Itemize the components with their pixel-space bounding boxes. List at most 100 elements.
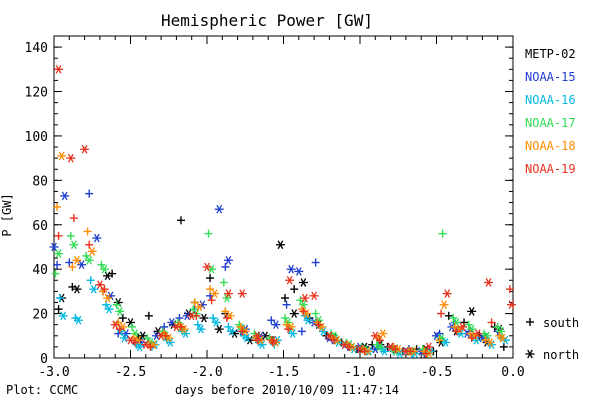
- point-south-noaa-19: [467, 334, 476, 343]
- point-south-noaa-17: [311, 309, 320, 318]
- point-north-noaa-19: [442, 289, 452, 298]
- point-south-noaa-19: [505, 285, 514, 294]
- point-north-noaa-17: [69, 240, 79, 250]
- point-north-noaa-15: [214, 204, 224, 214]
- legend-entry-noaa-17: NOAA-17: [525, 116, 576, 130]
- point-north-noaa-16: [318, 327, 328, 336]
- point-south-noaa-18: [53, 202, 62, 211]
- point-north-noaa-19: [156, 331, 166, 341]
- point-south-noaa-17: [219, 278, 228, 287]
- y-tick-label: 40: [32, 263, 48, 278]
- point-north-noaa-18: [194, 302, 204, 312]
- y-tick-label: 100: [25, 130, 48, 145]
- x-tick-label: -3.0: [38, 365, 69, 380]
- y-tick-label: 20: [32, 308, 48, 323]
- point-north-noaa-19: [401, 347, 411, 356]
- point-north-metp-02: [275, 240, 285, 250]
- point-south-noaa-19: [487, 318, 496, 327]
- point-north-noaa-19: [223, 289, 233, 298]
- point-south-noaa-16: [193, 320, 202, 329]
- point-south-noaa-18: [206, 285, 215, 294]
- point-north-noaa-17: [99, 264, 109, 274]
- point-north-noaa-15: [92, 233, 102, 243]
- point-south-noaa-18: [435, 336, 444, 345]
- point-south-noaa-17: [51, 269, 60, 278]
- point-north-noaa-19: [386, 342, 396, 352]
- plot-credit: Plot: CCMC: [6, 383, 78, 397]
- point-south-noaa-19: [54, 231, 63, 240]
- point-south-noaa-19: [238, 327, 247, 336]
- point-north-noaa-18: [378, 329, 388, 338]
- point-north-noaa-19: [237, 289, 247, 298]
- point-north-noaa-16: [303, 315, 313, 325]
- point-south-noaa-17: [204, 229, 213, 238]
- marker-key-symbol-south: [526, 318, 534, 326]
- point-south-noaa-18: [68, 262, 77, 271]
- point-south-noaa-19: [207, 296, 216, 305]
- point-north-noaa-19: [171, 322, 181, 332]
- data-points: [49, 64, 516, 358]
- point-south-noaa-19: [69, 214, 78, 223]
- y-axis-label: P [GW]: [0, 193, 14, 236]
- point-south-noaa-19: [329, 336, 338, 345]
- legend-entry-noaa-16: NOAA-16: [525, 93, 576, 107]
- point-north-noaa-15: [60, 191, 70, 201]
- point-south-metp-02: [290, 285, 299, 294]
- point-north-noaa-19: [340, 340, 350, 349]
- point-north-noaa-19: [54, 64, 64, 74]
- plot-frame: [53, 35, 514, 359]
- point-north-noaa-18: [87, 247, 97, 256]
- point-north-noaa-19: [484, 278, 494, 287]
- marker-key-symbol-north: [525, 349, 535, 359]
- point-south-noaa-17: [112, 300, 121, 309]
- point-north-noaa-16: [441, 338, 451, 347]
- point-south-noaa-16: [86, 276, 95, 285]
- point-north-noaa-17: [54, 249, 64, 258]
- point-south-noaa-19: [222, 314, 231, 323]
- point-south-noaa-17: [66, 231, 75, 240]
- point-south-noaa-15: [85, 189, 94, 198]
- point-south-noaa-16: [224, 322, 233, 331]
- point-north-noaa-18: [57, 151, 67, 161]
- point-north-noaa-17: [222, 293, 232, 303]
- point-south-noaa-18: [190, 298, 199, 307]
- y-tick-label: 0: [40, 352, 48, 367]
- point-south-noaa-17: [189, 305, 198, 314]
- point-north-noaa-16: [196, 324, 206, 334]
- point-south-noaa-15: [267, 316, 276, 325]
- point-north-metp-02: [126, 318, 135, 327]
- legend-entry-noaa-15: NOAA-15: [525, 70, 576, 84]
- point-south-noaa-19: [85, 240, 94, 249]
- point-north-noaa-19: [187, 311, 197, 321]
- point-south-noaa-19: [253, 336, 262, 345]
- point-south-noaa-19: [115, 325, 124, 334]
- point-north-noaa-18: [485, 338, 495, 347]
- point-north-noaa-19: [309, 291, 319, 301]
- point-south-metp-02: [144, 311, 153, 320]
- point-south-noaa-15: [53, 260, 62, 269]
- marker-key: south north: [525, 316, 579, 362]
- point-north-metp-02: [103, 271, 113, 281]
- point-north-noaa-18: [439, 300, 449, 310]
- point-north-noaa-15: [286, 264, 296, 274]
- point-south-noaa-18: [83, 227, 92, 236]
- legend: METP-02 NOAA-15 NOAA-16 NOAA-17 NOAA-18 NOAA-…: [525, 47, 576, 176]
- point-north-noaa-18: [103, 293, 113, 303]
- legend-entry-noaa-19: NOAA-19: [525, 162, 576, 176]
- axis-ticks: [53, 35, 514, 359]
- point-north-noaa-15: [294, 267, 304, 276]
- point-south-noaa-18: [221, 307, 230, 316]
- point-south-noaa-17: [143, 334, 152, 343]
- point-north-metp-02: [214, 324, 224, 334]
- point-north-noaa-19: [202, 262, 212, 272]
- point-north-noaa-19: [66, 153, 76, 163]
- x-tick-label: -2.5: [115, 365, 146, 380]
- point-south-noaa-17: [128, 322, 137, 331]
- y-tick-label: 80: [32, 174, 48, 189]
- point-south-noaa-18: [236, 322, 245, 331]
- point-south-noaa-19: [284, 325, 293, 334]
- marker-key-label-south: south: [543, 316, 579, 330]
- point-north-noaa-19: [110, 320, 120, 330]
- x-tick-label: -1.0: [344, 365, 375, 380]
